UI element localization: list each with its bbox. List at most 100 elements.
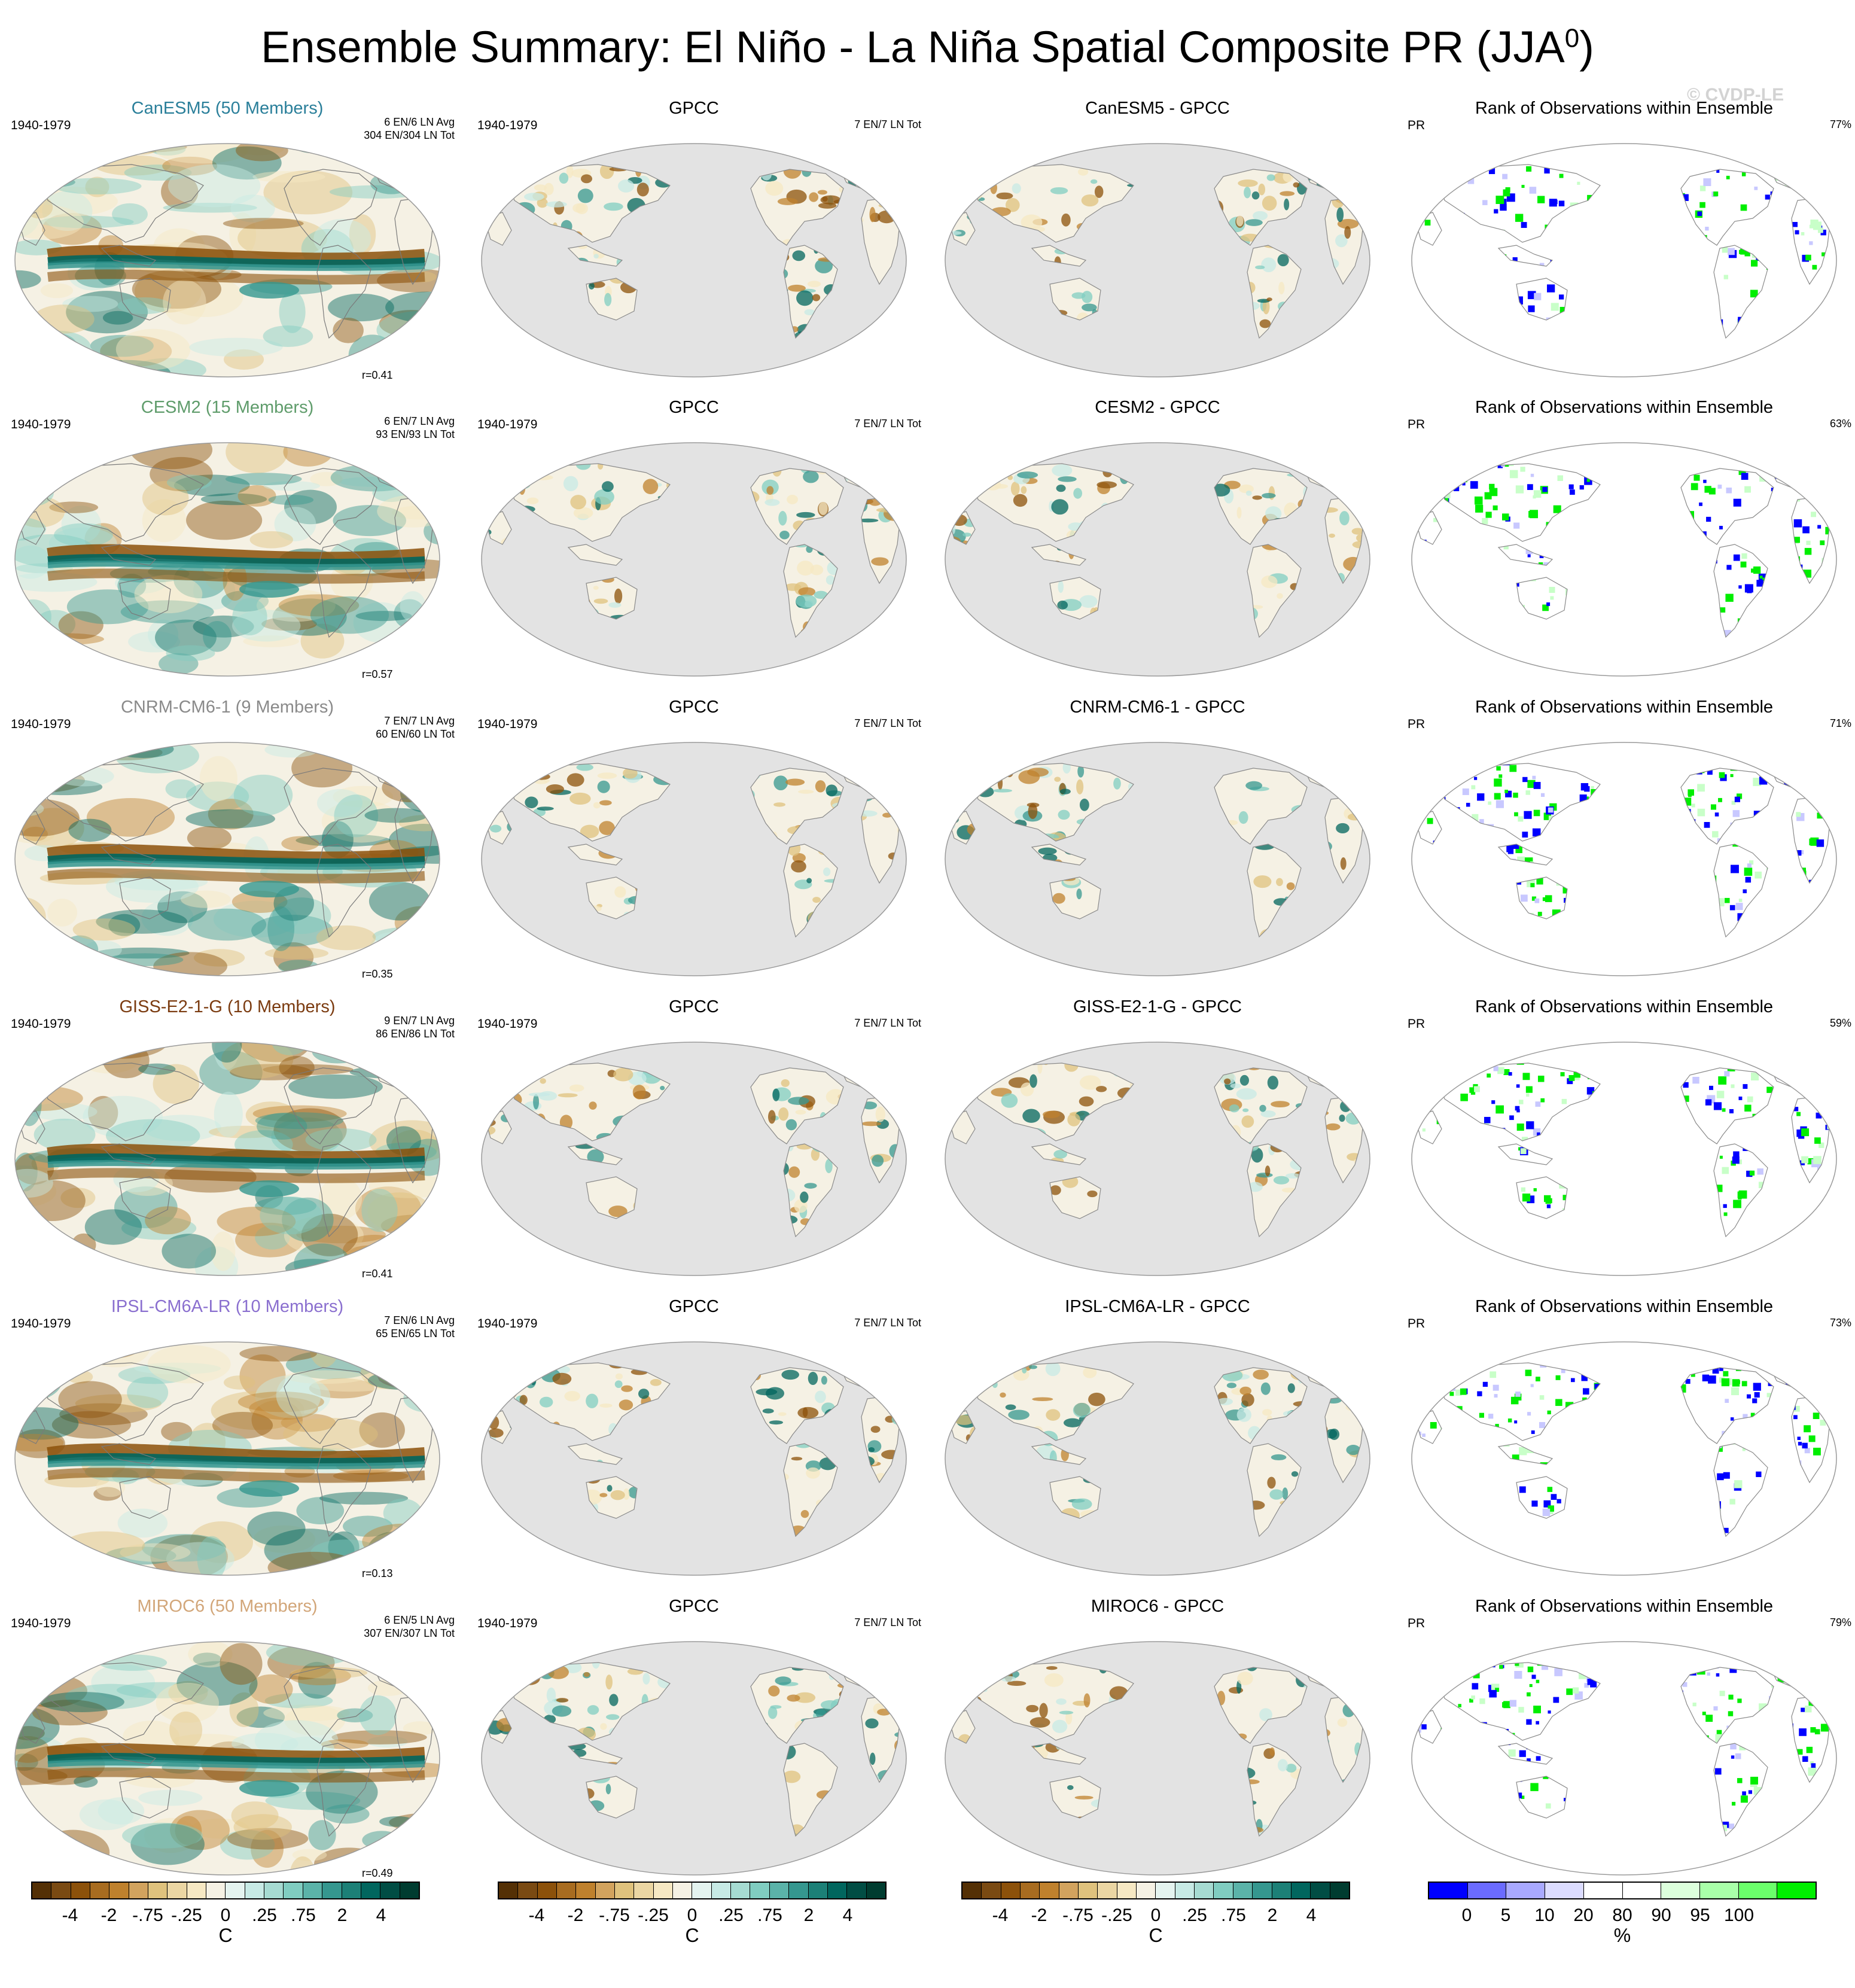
model-map-frame bbox=[12, 739, 443, 979]
colorbar-swatch bbox=[1738, 1883, 1778, 1898]
colorbar-swatch bbox=[866, 1883, 885, 1898]
rank-panel-title: Rank of Observations within Ensemble bbox=[1475, 698, 1774, 717]
colorbar-swatch bbox=[361, 1883, 381, 1898]
colorbar-swatch bbox=[1545, 1883, 1584, 1898]
colorbar-swatch bbox=[595, 1883, 616, 1898]
colorbar-tick-label: .25 bbox=[718, 1905, 744, 1925]
difference-panel-title: GISS-E2-1-G - GPCC bbox=[1073, 997, 1242, 1016]
colorbar-swatch bbox=[226, 1883, 245, 1898]
difference-map bbox=[945, 1641, 1370, 1876]
colorbar-swatch bbox=[1079, 1883, 1098, 1898]
colorbar-swatch bbox=[1040, 1883, 1059, 1898]
model-composite-map bbox=[14, 442, 440, 677]
colorbar-swatch bbox=[576, 1883, 596, 1898]
colorbar-swatch bbox=[90, 1883, 110, 1898]
observed-panel: GPCC 1940-1979 7 EN/7 LN Tot bbox=[467, 1597, 921, 1890]
colorbar: -4 -2 -.75 -.25 0 .25 .75 2 4 C bbox=[498, 1882, 887, 1946]
observed-count-label: 7 EN/7 LN Tot bbox=[854, 118, 921, 130]
colorbar-swatch bbox=[1291, 1883, 1311, 1898]
colorbar-unit-label: C bbox=[685, 1925, 699, 1946]
observed-period-label: 1940-1979 bbox=[477, 717, 538, 731]
observed-map-frame bbox=[479, 141, 909, 380]
observed-panel-title: GPCC bbox=[669, 99, 719, 118]
pattern-correlation-label: r=0.13 bbox=[362, 1567, 393, 1579]
colorbar-swatch bbox=[982, 1883, 1001, 1898]
colorbar-tick-label: 95 bbox=[1690, 1905, 1710, 1925]
observed-panel-title: GPCC bbox=[669, 997, 719, 1016]
pattern-correlation-label: r=0.57 bbox=[362, 668, 393, 680]
model-panel: CESM2 (15 Members) 1940-1979 6 EN/7 LN Avg… bbox=[0, 398, 455, 691]
colorbar-swatch bbox=[615, 1883, 635, 1898]
observed-period-label: 1940-1979 bbox=[477, 418, 538, 431]
model-period-label: 1940-1979 bbox=[11, 418, 71, 431]
colorbar-tick-label: 10 bbox=[1534, 1905, 1555, 1925]
colorbar-tick-label: -2 bbox=[100, 1905, 117, 1925]
observed-panel: GPCC 1940-1979 7 EN/7 LN Tot bbox=[467, 698, 921, 991]
colorbar-unit-label: C bbox=[218, 1925, 233, 1946]
observed-composite-map bbox=[481, 442, 907, 677]
rank-variable-label: PR bbox=[1408, 1317, 1425, 1331]
difference-map bbox=[945, 1042, 1370, 1276]
colorbar: -4 -2 -.75 -.25 0 .25 .75 2 4 C bbox=[31, 1882, 420, 1946]
colorbar-swatch bbox=[692, 1883, 712, 1898]
difference-panel: GISS-E2-1-G - GPCC bbox=[930, 997, 1385, 1290]
colorbar-tick-label: .75 bbox=[291, 1905, 316, 1925]
pattern-correlation-label: r=0.35 bbox=[362, 968, 393, 980]
colorbar-tick-label: 4 bbox=[1306, 1905, 1317, 1925]
colorbar-tick-label: 80 bbox=[1612, 1905, 1632, 1925]
colorbar-swatch bbox=[1506, 1883, 1546, 1898]
model-period-label: 1940-1979 bbox=[11, 1317, 71, 1331]
model-panel-title: MIROC6 (50 Members) bbox=[137, 1597, 318, 1616]
difference-panel-title: IPSL-CM6A-LR - GPCC bbox=[1065, 1297, 1250, 1316]
model-panel-title: GISS-E2-1-G (10 Members) bbox=[119, 997, 336, 1016]
observed-panel-title: GPCC bbox=[669, 1297, 719, 1316]
colorbar-tick-label: .75 bbox=[1221, 1905, 1246, 1925]
colorbar-tick-label: 5 bbox=[1500, 1905, 1511, 1925]
pattern-correlation-label: r=0.41 bbox=[362, 369, 393, 381]
model-map-frame bbox=[12, 1039, 443, 1278]
rank-panel: Rank of Observations within Ensemble PR 79… bbox=[1397, 1597, 1851, 1890]
observed-composite-map bbox=[481, 1042, 907, 1276]
colorbar-swatch bbox=[51, 1883, 71, 1898]
colorbar-tick-label: 2 bbox=[803, 1905, 814, 1925]
pattern-correlation-label: r=0.41 bbox=[362, 1268, 393, 1280]
colorbar-swatches bbox=[1428, 1882, 1817, 1899]
colorbar-swatches bbox=[498, 1882, 887, 1899]
colorbar-swatch bbox=[750, 1883, 770, 1898]
copyright-watermark: © CVDP-LE bbox=[1687, 85, 1784, 105]
model-count-label: 6 EN/7 LN Avg 93 EN/93 LN Tot bbox=[376, 415, 455, 440]
model-period-label: 1940-1979 bbox=[11, 118, 71, 132]
colorbar-swatch bbox=[499, 1883, 519, 1898]
model-composite-map bbox=[14, 742, 440, 976]
colorbar-swatch bbox=[1622, 1883, 1662, 1898]
colorbar-tick-label: -.25 bbox=[638, 1905, 669, 1925]
rank-panel: Rank of Observations within Ensemble PR 63… bbox=[1397, 398, 1851, 691]
rank-variable-label: PR bbox=[1408, 717, 1425, 731]
colorbar-tick-label: 0 bbox=[1461, 1905, 1472, 1925]
colorbar-swatch bbox=[1330, 1883, 1349, 1898]
colorbar-tick-label: 100 bbox=[1723, 1905, 1755, 1925]
colorbar-swatch bbox=[1253, 1883, 1272, 1898]
observed-count-label: 7 EN/7 LN Tot bbox=[854, 418, 921, 430]
model-count-label: 7 EN/7 LN Avg 60 EN/60 LN Tot bbox=[376, 715, 455, 740]
difference-panel-title: CanESM5 - GPCC bbox=[1085, 99, 1230, 118]
model-count-label: 6 EN/6 LN Avg 304 EN/304 LN Tot bbox=[364, 116, 455, 141]
model-panel: GISS-E2-1-G (10 Members) 1940-1979 9 EN/7 … bbox=[0, 997, 455, 1290]
difference-panel-title: CNRM-CM6-1 - GPCC bbox=[1070, 698, 1245, 717]
model-composite-map bbox=[14, 143, 440, 377]
observed-panel-title: GPCC bbox=[669, 698, 719, 717]
model-map-frame bbox=[12, 1339, 443, 1578]
colorbar-tick-label: -.75 bbox=[1062, 1905, 1093, 1925]
colorbar-swatch bbox=[206, 1883, 226, 1898]
colorbar-swatch bbox=[129, 1883, 149, 1898]
colorbar-swatches bbox=[961, 1882, 1350, 1899]
rank-panel-title: Rank of Observations within Ensemble bbox=[1475, 398, 1774, 417]
difference-panel: IPSL-CM6A-LR - GPCC bbox=[930, 1297, 1385, 1590]
colorbar-swatch bbox=[1117, 1883, 1137, 1898]
difference-panel-title: MIROC6 - GPCC bbox=[1091, 1597, 1225, 1616]
difference-map bbox=[945, 742, 1370, 976]
colorbar-tick-label: -4 bbox=[528, 1905, 545, 1925]
colorbar-swatch bbox=[1661, 1883, 1700, 1898]
difference-panel-title: CESM2 - GPCC bbox=[1095, 398, 1220, 417]
rank-map bbox=[1411, 1641, 1837, 1876]
